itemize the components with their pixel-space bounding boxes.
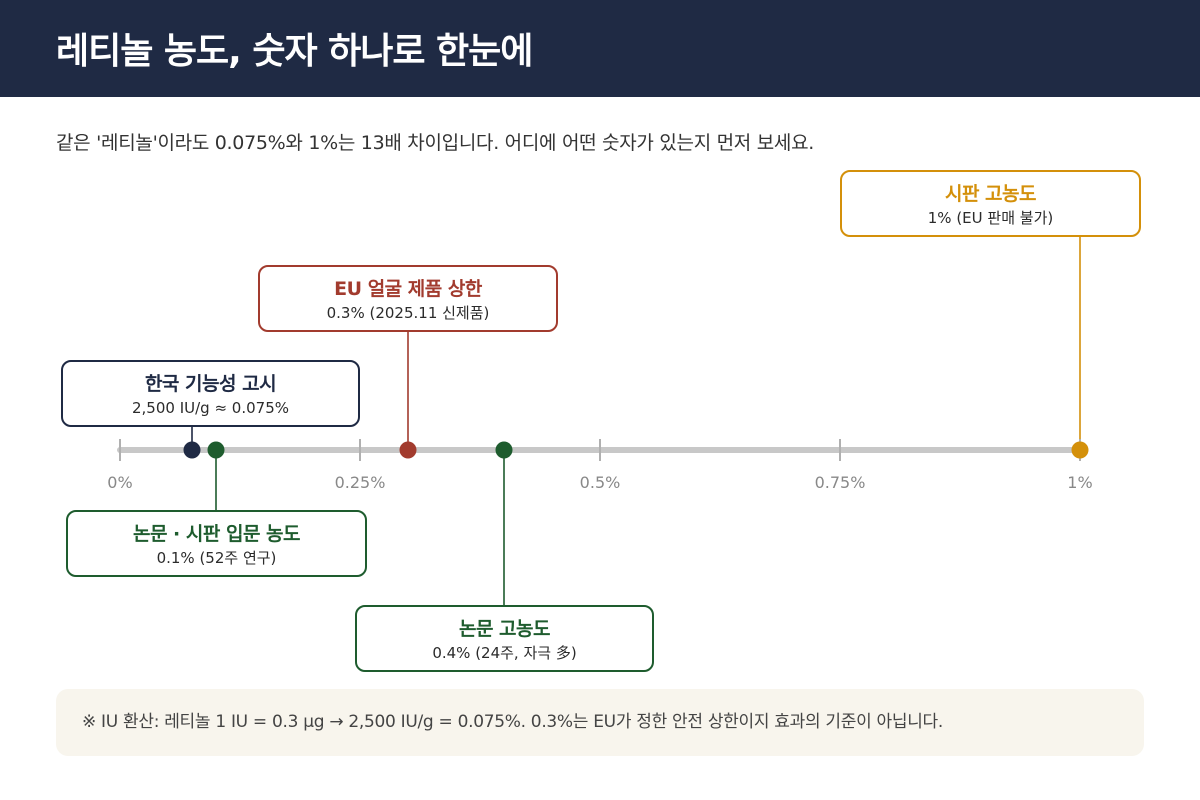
- callout-title: 한국 기능성 고시: [144, 373, 277, 395]
- callout-korea-standard: 한국 기능성 고시 2,500 IU/g ≈ 0.075%: [61, 360, 360, 427]
- callout-title: 시판 고농도: [944, 183, 1037, 205]
- tick-label: 0.5%: [580, 473, 621, 492]
- callout-detail: 0.4% (24주, 자극 多): [432, 644, 577, 662]
- tick-label: 0%: [107, 473, 132, 492]
- header-bar: 레티놀 농도, 숫자 하나로 한눈에: [0, 0, 1200, 97]
- callout-title: 논문 · 시판 입문 농도: [132, 523, 301, 545]
- marker-dot-paper-high: [495, 441, 513, 459]
- callout-detail: 1% (EU 판매 불가): [927, 209, 1054, 227]
- page-title: 레티놀 농도, 숫자 하나로 한눈에: [56, 31, 533, 72]
- callout-detail: 2,500 IU/g ≈ 0.075%: [132, 399, 289, 417]
- callout-title: 논문 고농도: [458, 618, 551, 640]
- marker-dot-korea: [183, 441, 201, 459]
- callout-paper-high: 논문 고농도 0.4% (24주, 자극 多): [355, 605, 654, 672]
- marker-dot-eu-face: [399, 441, 417, 459]
- tick-label: 0.25%: [335, 473, 386, 492]
- callout-title: EU 얼굴 제품 상한: [334, 278, 482, 300]
- tick-label: 1%: [1067, 473, 1092, 492]
- tick-label: 0.75%: [815, 473, 866, 492]
- callout-eu-face-limit: EU 얼굴 제품 상한 0.3% (2025.11 신제품): [258, 265, 558, 332]
- callout-detail: 0.3% (2025.11 신제품): [326, 304, 490, 322]
- subtitle: 같은 '레티놀'이라도 0.075%와 1%는 13배 차이입니다. 어디에 어…: [56, 132, 814, 154]
- callout-market-high: 시판 고농도 1% (EU 판매 불가): [840, 170, 1141, 237]
- conversion-note: ※ IU 환산: 레티놀 1 IU = 0.3 μg → 2,500 IU/g …: [56, 689, 1144, 756]
- callout-detail: 0.1% (52주 연구): [156, 549, 277, 567]
- marker-dot-paper-entry: [207, 441, 225, 459]
- callout-paper-entry: 논문 · 시판 입문 농도 0.1% (52주 연구): [66, 510, 367, 577]
- marker-dot-market-high: [1071, 441, 1089, 459]
